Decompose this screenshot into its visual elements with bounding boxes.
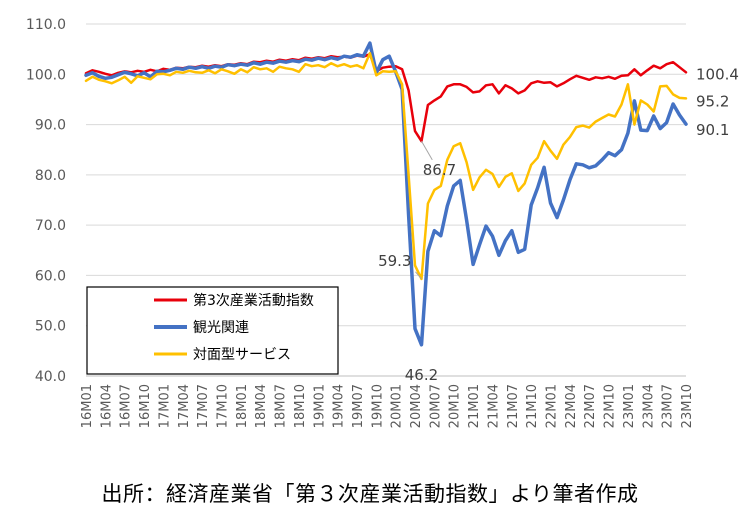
data-label: 100.4 [696,65,739,83]
x-tick-label: 16M04 [99,384,114,428]
data-label: 86.7 [423,161,456,179]
data-label: 95.2 [696,92,729,110]
x-tick-label: 17M10 [215,384,230,428]
y-tick-label: 110.0 [26,17,66,33]
source-caption: 出所：経済産業省「第３次産業活動指数」より筆者作成 [101,482,639,506]
x-tick-label: 21M07 [506,384,521,428]
y-tick-label: 70.0 [35,218,66,234]
x-tick-label: 19M10 [370,384,385,428]
x-tick-label: 19M01 [312,384,327,428]
x-tick-label: 23M04 [641,384,656,428]
x-tick-label: 19M07 [351,384,366,428]
legend-box [86,286,339,375]
x-tick-label: 19M04 [332,384,347,428]
y-tick-label: 60.0 [35,268,66,284]
data-label: 46.2 [405,366,438,384]
x-tick-label: 23M07 [661,384,676,428]
x-tick-label: 16M10 [138,384,153,428]
series-line [84,41,688,347]
data-label: 59.3 [378,252,411,270]
legend-label: 第3次産業活動指数 [193,292,314,309]
x-tick-label: 18M07 [274,384,289,428]
annotations: 100.4 95.2 90.1 86.7 59.3 46.2 [378,65,739,384]
x-tick-label: 16M01 [80,384,95,428]
x-tick-label: 20M01 [390,384,405,428]
x-tick-label: 17M01 [157,384,172,428]
x-tick-label: 23M01 [622,384,637,428]
x-tick-label: 18M04 [254,384,269,428]
legend-label: 観光関連 [193,319,249,336]
x-tick-label: 16M07 [119,384,134,428]
x-tick-label: 21M10 [525,384,540,428]
y-tick-label: 100.0 [26,67,66,83]
x-tick-label: 22M07 [583,384,598,428]
x-tick-label: 17M07 [196,384,211,428]
y-tick-label: 40.0 [35,369,66,385]
x-tick-label: 22M10 [603,384,618,428]
y-tick-label: 80.0 [35,168,66,184]
series-line [84,51,688,281]
data-label: 90.1 [696,121,729,139]
x-tick-label: 18M01 [235,384,250,428]
x-tick-label: 21M04 [486,384,501,428]
x-tick-label: 20M04 [409,384,424,428]
x-axis-ticks: 16M01 16M04 16M07 16M10 17M01 17M04 17M07 17M10… [80,384,695,428]
series-lines [84,41,688,347]
annotation-leader [415,271,422,280]
y-tick-label: 90.0 [35,118,66,134]
annotation-leader [421,140,433,161]
y-tick-label: 50.0 [35,319,66,335]
x-tick-label: 20M10 [448,384,463,428]
x-tick-label: 20M07 [428,384,443,428]
line-chart: 40.0 50.0 60.0 70.0 80.0 90.0 100.0 110.0 16M01… [26,17,739,428]
x-tick-label: 17M04 [177,384,192,428]
x-tick-label: 18M10 [293,384,308,428]
x-tick-label: 23M10 [680,384,695,428]
legend-label: 対面型サービス [193,347,291,363]
x-tick-label: 22M01 [545,384,560,428]
y-axis-ticks: 40.0 50.0 60.0 70.0 80.0 90.0 100.0 110.0 [26,17,66,385]
gridlines [86,23,686,327]
x-tick-label: 22M04 [564,384,579,428]
x-tick-label: 21M01 [467,384,482,428]
